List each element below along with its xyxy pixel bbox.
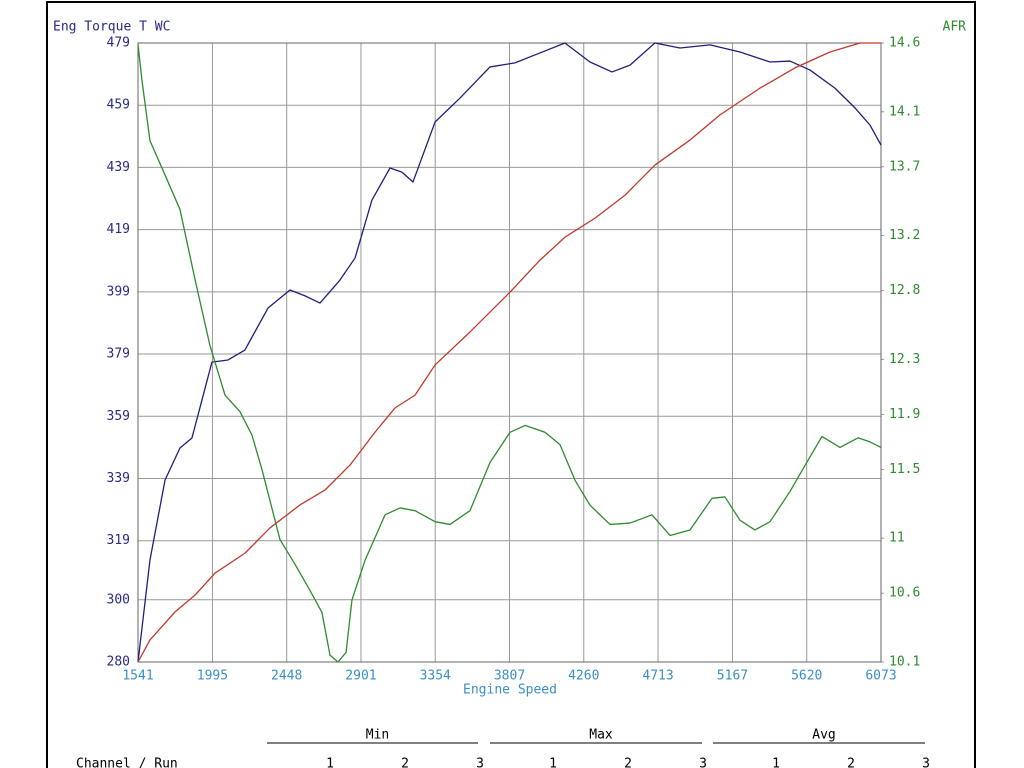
series-line [137, 42, 881, 663]
table-row-header: Channel / Run [76, 757, 178, 768]
table-group-label: Min [366, 728, 389, 743]
y-tick-label: 379 [107, 347, 130, 362]
x-tick-label: 4260 [568, 669, 599, 684]
series-line [137, 42, 882, 663]
x-tick-label: 4713 [642, 669, 673, 684]
y2-tick-label: 12.3 [889, 352, 920, 367]
table-run-label: 1 [326, 757, 334, 768]
series-line [137, 44, 882, 663]
y2-tick-label: 10.1 [889, 655, 920, 670]
y2-tick-label: 12.8 [889, 283, 920, 298]
table-run-label: 2 [847, 757, 855, 768]
table-run-label: 3 [699, 757, 707, 768]
y-tick-label: 439 [107, 160, 130, 175]
y-tick-label: 280 [107, 655, 130, 670]
x-tick-label: 5620 [791, 669, 822, 684]
y-tick-label: 419 [107, 222, 130, 237]
table-run-label: 2 [624, 757, 632, 768]
x-tick-label: 3807 [494, 669, 525, 684]
y2-tick-label: 14.6 [889, 36, 920, 51]
y2-tick-label: 13.2 [889, 228, 920, 243]
table-run-label: 3 [922, 757, 930, 768]
y-tick-label: 319 [107, 533, 130, 548]
x-tick-label: 3354 [420, 669, 451, 684]
x-tick-label: 2901 [345, 669, 376, 684]
table-run-label: 2 [401, 757, 409, 768]
x-tick-label: 1995 [197, 669, 228, 684]
table-group-label: Avg [812, 728, 835, 743]
y-tick-label: 479 [107, 36, 130, 51]
y-tick-label: 459 [107, 98, 130, 113]
y-tick-label: 339 [107, 471, 130, 486]
y-tick-label: 399 [107, 284, 130, 299]
plot-border [137, 42, 882, 663]
y2-tick-label: 14.1 [889, 104, 920, 119]
x-tick-label: 2448 [271, 669, 302, 684]
table-group-label: Max [589, 728, 613, 743]
x-tick-label: 1541 [122, 669, 153, 684]
y2-tick-label: 13.7 [889, 159, 920, 174]
y-tick-label: 359 [107, 409, 130, 424]
table-run-label: 3 [476, 757, 484, 768]
x-tick-label: 6073 [865, 669, 896, 684]
y2-tick-label: 11.9 [889, 407, 920, 422]
y2-tick-label: 11.5 [889, 462, 920, 477]
table-run-label: 1 [549, 757, 557, 768]
y2-axis-label: AFR [943, 20, 967, 35]
x-tick-label: 5167 [717, 669, 748, 684]
y-axis-label: Eng Torque T WC [53, 20, 170, 35]
y-tick-label: 300 [107, 592, 130, 607]
frame [46, 1, 976, 768]
table-run-label: 1 [772, 757, 780, 768]
y2-tick-label: 10.6 [889, 586, 920, 601]
x-axis-label: Engine Speed [463, 683, 557, 698]
y2-tick-label: 11 [889, 531, 905, 546]
